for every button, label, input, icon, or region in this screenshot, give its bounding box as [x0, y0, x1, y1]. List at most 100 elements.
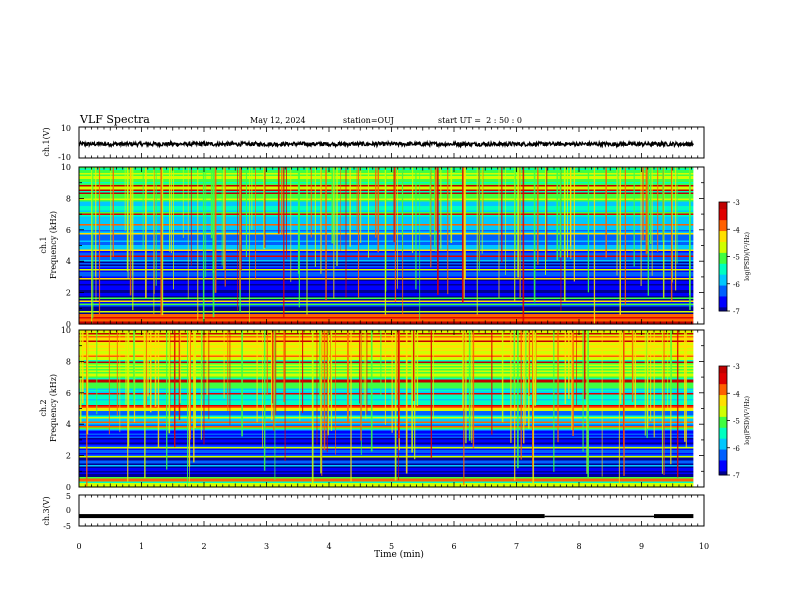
spectrogram-streak [299, 330, 301, 421]
ch3-waveform-segment [79, 514, 545, 519]
spectrogram-streak [564, 330, 567, 405]
spectrogram-streak [582, 330, 584, 452]
spectrogram-streak [434, 167, 436, 247]
spectrogram-streak [572, 330, 574, 436]
colorbar-swatch [719, 373, 727, 376]
spectrogram-row [79, 403, 694, 406]
colorbar-tick-label: -5 [733, 254, 740, 262]
spectrogram-streak [663, 330, 665, 475]
spectrogram-row [79, 394, 694, 397]
spectrogram-streak [321, 330, 323, 476]
spectrogram-streak [650, 330, 652, 421]
spectrogram-streak [623, 330, 625, 476]
ch1-spectrogram-ylabel-channel: ch.1 [39, 236, 48, 253]
spectrogram-row [79, 444, 694, 446]
spectrogram-streak [645, 167, 648, 255]
colorbar-swatch [719, 232, 727, 236]
colorbar-swatch [719, 393, 727, 396]
ch2-spectrogram-ylabel-freq: Frequency (kHz) [49, 374, 58, 442]
spectrogram-streak [472, 330, 475, 449]
spectrogram-row [79, 345, 694, 347]
spectrogram-streak [298, 167, 300, 308]
spectrogram-row [79, 306, 694, 309]
ch3-waveform-segment [544, 515, 654, 518]
colorbar-swatch [719, 267, 727, 270]
spectrogram-streak [251, 167, 253, 230]
spectrogram-row [79, 354, 694, 356]
spectrogram-streak [463, 330, 465, 486]
spectrogram-row [79, 405, 694, 407]
spectrogram-row [79, 357, 694, 359]
colorbar-swatch [719, 447, 727, 451]
spectrogram-streak [689, 167, 691, 310]
colorbar-swatch [719, 411, 727, 414]
spectrogram-streak [556, 167, 559, 261]
spectrogram-streak [319, 330, 321, 396]
spectrogram-row [79, 477, 694, 479]
spectrogram-row [79, 342, 694, 344]
spectrogram-streak [149, 330, 152, 413]
spectrogram-streak [359, 330, 360, 404]
colorbar-swatch [719, 473, 727, 476]
spectrogram-streak [142, 167, 144, 250]
spectrogram-streak [571, 330, 573, 430]
spectrogram-row [79, 465, 694, 467]
spectrogram-streak [210, 167, 213, 239]
spectrogram-streak [394, 330, 397, 481]
spectrogram-streak [491, 330, 493, 435]
x-tick-label: 5 [389, 542, 394, 551]
colorbar-swatch [719, 203, 727, 207]
colorbar-swatch [719, 243, 727, 247]
colorbar-swatch [719, 471, 727, 474]
ch1-spectrogram-image [79, 167, 694, 325]
spectrogram-streak [323, 330, 326, 451]
colorbar-swatch [719, 433, 727, 436]
colorbar-swatch [719, 225, 727, 228]
spectrogram-streak [573, 167, 575, 282]
spectrogram-row [79, 349, 694, 352]
spectrogram-streak [347, 330, 349, 424]
colorbar-swatch [719, 425, 727, 429]
spectrogram-streak [468, 330, 471, 441]
spectrogram-row [79, 384, 694, 386]
spectrogram-streak [95, 167, 96, 277]
spectrogram-streak [255, 167, 256, 280]
spectrogram-streak [284, 330, 286, 462]
spectrogram-streak [676, 330, 679, 478]
spectrogram-streak [335, 330, 336, 455]
spectrogram-streak [476, 167, 478, 315]
spectrogram-streak [316, 330, 318, 445]
spectrogram-row [79, 466, 694, 469]
y-tick-label: 6 [66, 389, 71, 398]
spectrogram-row [79, 399, 694, 401]
spectrogram-streak [92, 167, 94, 319]
spectrogram-streak [266, 330, 268, 396]
spectrogram-streak [419, 167, 421, 321]
spectrogram-streak [478, 167, 480, 272]
spectrogram-row [79, 369, 694, 371]
ch3-waveform-panel: 5 0 -5 ch.3(V) 0 1 2 3 4 5 6 7 8 9 10 Time (min) [42, 492, 709, 560]
spectrogram-streak [380, 330, 382, 395]
spectrogram-streak [363, 330, 365, 405]
spectrogram-row [79, 296, 694, 298]
ch1-ytick-top: 10 [61, 124, 71, 133]
spectrogram-row [79, 300, 694, 303]
spectrogram-streak [498, 167, 500, 298]
ch1-colorbar: -3 -4 -5 -6 -7 log(PSD)(V²/Hz) [718, 199, 751, 316]
spectrogram-row [79, 339, 694, 341]
spectrogram-row [79, 299, 694, 301]
spectrogram-streak [412, 330, 415, 401]
colorbar-swatch [719, 231, 727, 234]
colorbar-swatch [719, 440, 727, 443]
spectrogram-streak [153, 167, 155, 315]
spectrogram-streak [273, 330, 275, 431]
spectrogram-streak [464, 167, 466, 279]
colorbar-swatch [719, 271, 727, 274]
spectrogram-streak [331, 167, 334, 244]
spectrogram-row [79, 334, 694, 337]
spectrogram-row [79, 390, 694, 392]
spectrogram-streak [523, 330, 525, 444]
spectrogram-streak [125, 330, 127, 405]
colorbar-swatch [719, 292, 727, 296]
spectrogram-row [79, 381, 694, 383]
